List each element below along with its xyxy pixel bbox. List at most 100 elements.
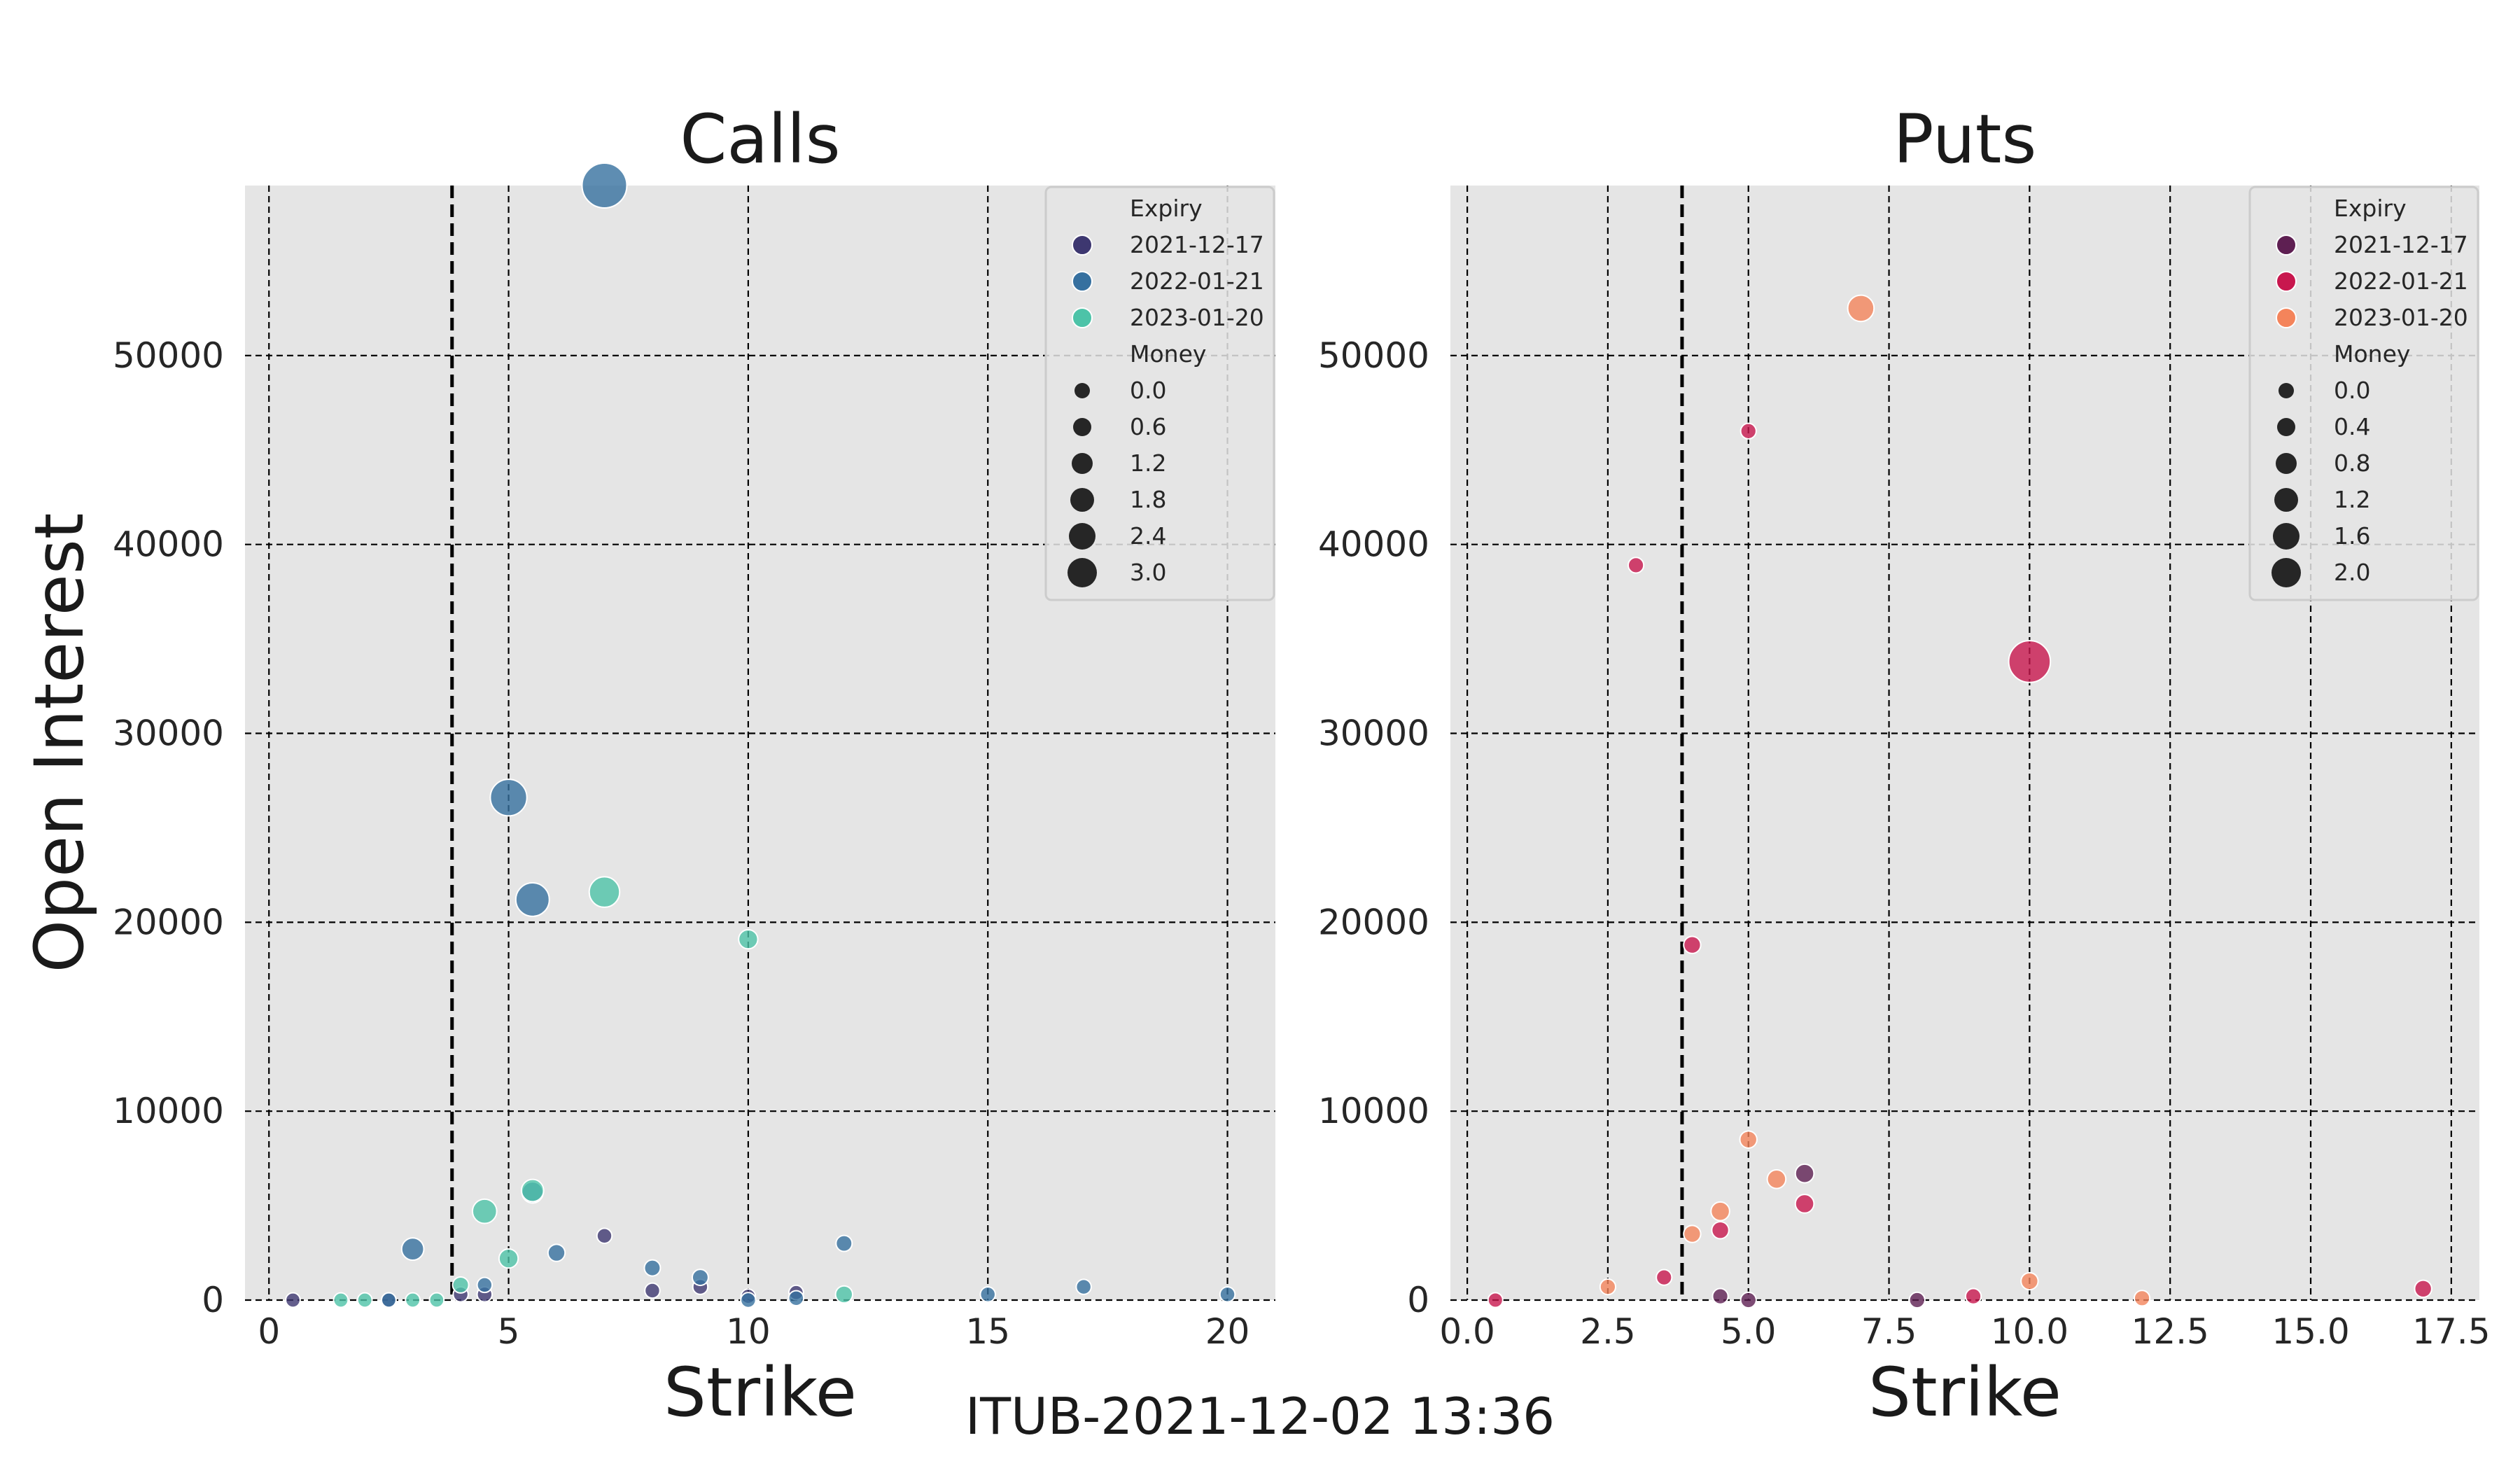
y-tick-label: 50000 [113, 335, 224, 376]
legend-size-label: 1.6 [2334, 522, 2370, 550]
legend-size-marker [2277, 418, 2295, 436]
y-tick-label: 0 [202, 1280, 224, 1320]
data-point [581, 162, 628, 209]
legend-size-label: 1.8 [1130, 486, 1166, 513]
data-point [1794, 1163, 1815, 1184]
data-point [2020, 1271, 2039, 1291]
data-point [1766, 1169, 1787, 1189]
data-point [1740, 1291, 1757, 1309]
data-point [381, 1292, 397, 1308]
legend-size-marker [2276, 453, 2297, 474]
legend-hue-label: 2022-01-21 [2334, 267, 2468, 295]
y-tick-label: 0 [1407, 1280, 1429, 1320]
data-point [332, 1292, 349, 1308]
x-tick-label: 5 [498, 1311, 520, 1352]
legend-hue-title: Expiry [2334, 195, 2407, 222]
legend-size-title: Money [2334, 340, 2410, 368]
legend-size-label: 0.6 [1130, 413, 1166, 440]
data-point [740, 1292, 757, 1308]
puts-panel: 0.0 2.5 5.0 7.5 10.0 12.5 15.0 17.5 0 10000 20000 3… [1318, 100, 2491, 1432]
legend-size-marker [1073, 418, 1091, 436]
data-point [979, 1286, 996, 1303]
x-tick-label: 17.5 [2412, 1311, 2490, 1352]
legend-size-marker [1074, 383, 1090, 398]
data-point [2133, 1290, 2151, 1307]
x-tick-label: 15.0 [2272, 1311, 2349, 1352]
data-point [471, 1198, 498, 1224]
legend-size-label: 1.2 [1130, 449, 1166, 477]
y-tick-label: 10000 [113, 1091, 224, 1131]
data-point [588, 876, 621, 908]
data-point [520, 1178, 545, 1203]
legend-size-marker [2274, 488, 2298, 512]
y-tick-label: 30000 [113, 713, 224, 754]
data-point [691, 1269, 709, 1287]
x-axis-label: Strike [1868, 1353, 2062, 1432]
x-tick-label: 0 [258, 1311, 280, 1352]
data-point [1683, 1224, 1702, 1243]
x-tick-label: 0.0 [1439, 1311, 1495, 1352]
data-point [1487, 1292, 1504, 1308]
data-point [1075, 1278, 1092, 1295]
legend-hue-title: Expiry [1130, 195, 1203, 222]
x-tick-label: 12.5 [2132, 1311, 2209, 1352]
y-tick-label: 10000 [1318, 1091, 1429, 1131]
data-point [428, 1292, 445, 1308]
y-tick-label: 40000 [1318, 524, 1429, 565]
legend-size-marker [1069, 523, 1096, 550]
data-point [2008, 640, 2052, 683]
legend-box [2248, 186, 2479, 601]
legend-hue-marker [2276, 271, 2297, 292]
x-tick-label: 10 [726, 1311, 771, 1352]
data-point [644, 1282, 661, 1299]
legend-hue-marker [2276, 235, 2297, 256]
data-point [285, 1292, 301, 1308]
legend-size-marker [2273, 523, 2300, 550]
data-point [2414, 1279, 2432, 1299]
legend-size-marker [1068, 558, 1097, 587]
legend-size-label: 1.2 [2334, 486, 2370, 513]
x-tick-label: 20 [1205, 1311, 1250, 1352]
legend: Expiry 2021-12-17 2022-01-21 2023-01-20 Mone… [2248, 186, 2479, 601]
chart-title: Puts [1893, 100, 2037, 179]
legend-size-label: 2.4 [1130, 522, 1166, 550]
legend: Expiry 2021-12-17 2022-01-21 2023-01-20 Mone… [1044, 186, 1275, 601]
legend-size-label: 0.0 [1130, 377, 1166, 404]
data-point [451, 1276, 470, 1294]
legend-size-marker [1072, 453, 1093, 474]
data-point [476, 1276, 493, 1294]
data-point [1710, 1201, 1730, 1222]
data-point [835, 1234, 853, 1252]
y-tick-label: 20000 [113, 902, 224, 942]
legend-size-label: 0.0 [2334, 377, 2370, 404]
x-axis-label: Strike [664, 1353, 857, 1432]
data-point [1219, 1286, 1236, 1303]
legend-size-label: 0.8 [2334, 449, 2370, 477]
data-point [1847, 294, 1875, 323]
y-tick-label: 20000 [1318, 902, 1429, 942]
y-axis-label: Open Interest [20, 513, 99, 973]
data-point [1683, 935, 1702, 954]
data-point [643, 1259, 662, 1277]
data-point [1794, 1194, 1815, 1214]
y-tick-label: 40000 [113, 524, 224, 565]
legend-hue-label: 2023-01-20 [1130, 304, 1264, 331]
x-tick-label: 10.0 [1991, 1311, 2068, 1352]
legend-size-title: Money [1130, 340, 1206, 368]
legend-hue-marker [1072, 235, 1093, 256]
data-point [1964, 1287, 1982, 1305]
legend-size-marker [1070, 488, 1094, 512]
calls-panel: 0 5 10 15 20 0 10000 20000 30000 40000 50000 Calls S… [20, 100, 1275, 1432]
data-point [834, 1285, 854, 1304]
data-point [356, 1292, 373, 1308]
data-point [514, 882, 550, 917]
data-point [1656, 1269, 1673, 1286]
y-tick-label: 30000 [1318, 713, 1429, 754]
data-point [596, 1227, 613, 1244]
legend-hue-label: 2021-12-17 [2334, 231, 2468, 258]
legend-hue-marker [1072, 307, 1093, 328]
data-point [1908, 1291, 1926, 1309]
data-point [1740, 422, 1757, 440]
legend-size-marker [2272, 558, 2301, 587]
